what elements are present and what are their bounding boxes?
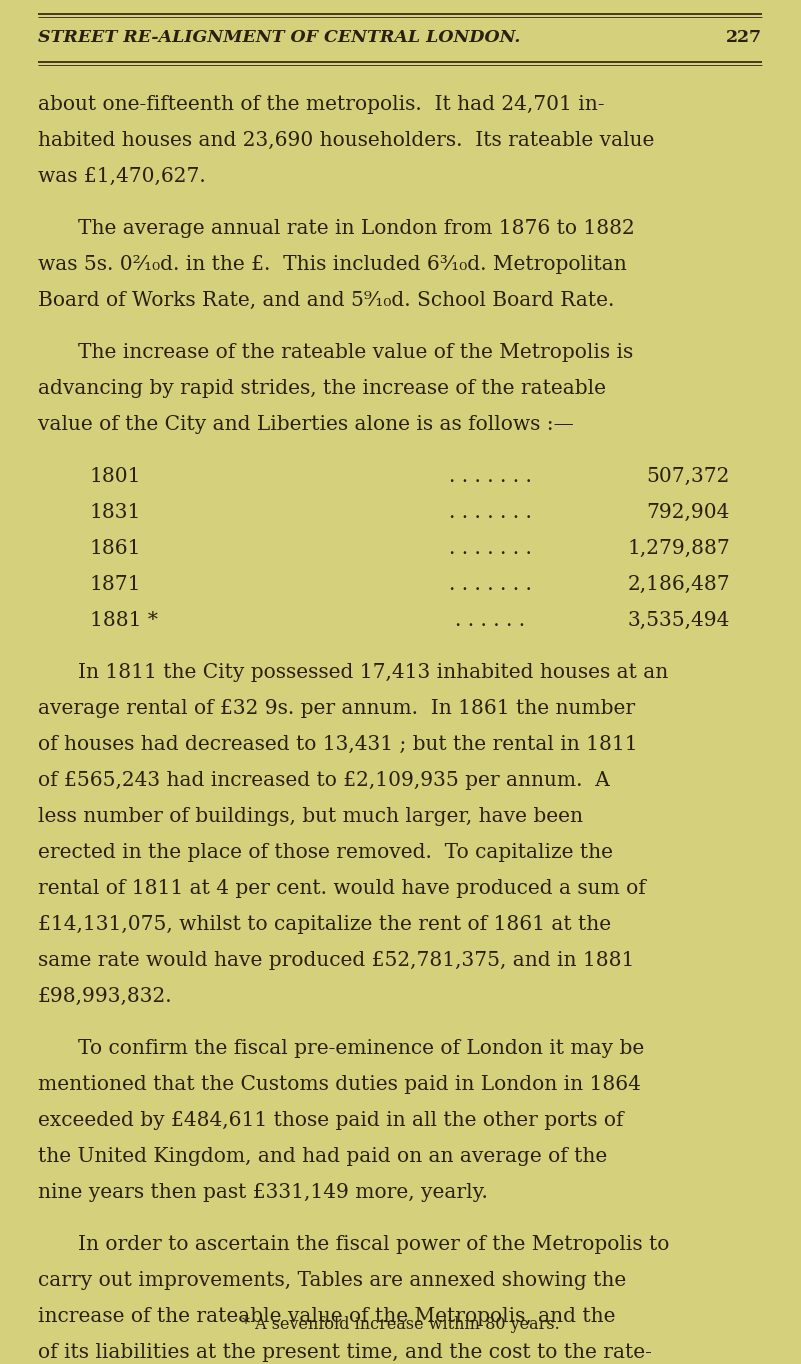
Text: The increase of the rateable value of the Metropolis is: The increase of the rateable value of th… (78, 342, 634, 361)
Text: . . . . . . .: . . . . . . . (449, 539, 531, 558)
Text: . . . . . . .: . . . . . . . (449, 466, 531, 486)
Text: about one-fifteenth of the metropolis.  It had 24,701 in-: about one-fifteenth of the metropolis. I… (38, 95, 605, 115)
Text: . . . . . . .: . . . . . . . (449, 576, 531, 593)
Text: increase of the rateable value of the Metropolis, and the: increase of the rateable value of the Me… (38, 1307, 615, 1326)
Text: average rental of £32 9s. per annum.  In 1861 the number: average rental of £32 9s. per annum. In … (38, 698, 635, 717)
Text: of its liabilities at the present time, and the cost to the rate-: of its liabilities at the present time, … (38, 1344, 652, 1363)
Text: advancing by rapid strides, the increase of the rateable: advancing by rapid strides, the increase… (38, 379, 606, 398)
Text: carry out improvements, Tables are annexed showing the: carry out improvements, Tables are annex… (38, 1271, 626, 1290)
Text: value of the City and Liberties alone is as follows :—: value of the City and Liberties alone is… (38, 415, 574, 434)
Text: mentioned that the Customs duties paid in London in 1864: mentioned that the Customs duties paid i… (38, 1075, 641, 1094)
Text: 227: 227 (726, 30, 762, 46)
Text: 1,279,887: 1,279,887 (627, 539, 730, 558)
Text: Board of Works Rate, and and 5⁹⁄₁₀d. School Board Rate.: Board of Works Rate, and and 5⁹⁄₁₀d. Sch… (38, 291, 614, 310)
Text: nine years then past £331,149 more, yearly.: nine years then past £331,149 more, year… (38, 1183, 488, 1202)
Text: 2,186,487: 2,186,487 (627, 576, 730, 593)
Text: the United Kingdom, and had paid on an average of the: the United Kingdom, and had paid on an a… (38, 1147, 607, 1166)
Text: erected in the place of those removed.  To capitalize the: erected in the place of those removed. T… (38, 843, 613, 862)
Text: . . . . . .: . . . . . . (455, 611, 525, 630)
Text: 1831: 1831 (90, 503, 141, 522)
Text: habited houses and 23,690 householders.  Its rateable value: habited houses and 23,690 householders. … (38, 131, 654, 150)
Text: 1801: 1801 (90, 466, 142, 486)
Text: 1861: 1861 (90, 539, 142, 558)
Text: rental of 1811 at 4 per cent. would have produced a sum of: rental of 1811 at 4 per cent. would have… (38, 878, 646, 898)
Text: STREET RE-ALIGNMENT OF CENTRAL LONDON.: STREET RE-ALIGNMENT OF CENTRAL LONDON. (38, 30, 521, 46)
Text: . . . . . . .: . . . . . . . (449, 503, 531, 522)
Text: was 5s. 0²⁄₁₀d. in the £.  This included 6³⁄₁₀d. Metropolitan: was 5s. 0²⁄₁₀d. in the £. This included … (38, 255, 626, 274)
Text: exceeded by £484,611 those paid in all the other ports of: exceeded by £484,611 those paid in all t… (38, 1112, 623, 1129)
Text: 507,372: 507,372 (646, 466, 730, 486)
Text: of £565,243 had increased to £2,109,935 per annum.  A: of £565,243 had increased to £2,109,935 … (38, 771, 610, 790)
Text: 1871: 1871 (90, 576, 142, 593)
Text: same rate would have produced £52,781,375, and in 1881: same rate would have produced £52,781,37… (38, 951, 634, 970)
Text: 792,904: 792,904 (646, 503, 730, 522)
Text: To confirm the fiscal pre-eminence of London it may be: To confirm the fiscal pre-eminence of Lo… (78, 1039, 644, 1058)
Text: In order to ascertain the fiscal power of the Metropolis to: In order to ascertain the fiscal power o… (78, 1234, 670, 1254)
Text: 1881 *: 1881 * (90, 611, 158, 630)
Text: £98,993,832.: £98,993,832. (38, 988, 173, 1007)
Text: less number of buildings, but much larger, have been: less number of buildings, but much large… (38, 807, 583, 827)
Text: 3,535,494: 3,535,494 (628, 611, 730, 630)
Text: The average annual rate in London from 1876 to 1882: The average annual rate in London from 1… (78, 220, 634, 237)
Text: In 1811 the City possessed 17,413 inhabited houses at an: In 1811 the City possessed 17,413 inhabi… (78, 663, 668, 682)
Text: * A sevenfold increase within 80 years.: * A sevenfold increase within 80 years. (242, 1316, 559, 1333)
Text: £14,131,075, whilst to capitalize the rent of 1861 at the: £14,131,075, whilst to capitalize the re… (38, 915, 611, 934)
Text: of houses had decreased to 13,431 ; but the rental in 1811: of houses had decreased to 13,431 ; but … (38, 735, 638, 754)
Text: was £1,470,627.: was £1,470,627. (38, 166, 206, 186)
